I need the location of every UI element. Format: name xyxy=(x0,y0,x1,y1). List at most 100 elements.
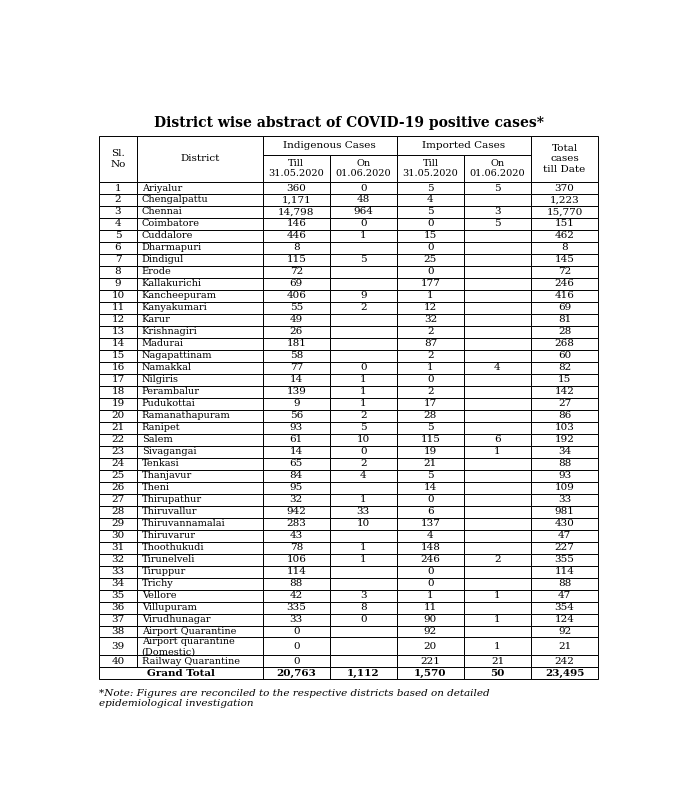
Bar xyxy=(397,218,464,230)
Bar xyxy=(330,655,397,667)
Text: 5: 5 xyxy=(494,183,500,192)
Text: 25: 25 xyxy=(112,471,124,480)
Text: 20: 20 xyxy=(424,642,437,651)
Bar xyxy=(464,155,531,182)
Text: Dindigul: Dindigul xyxy=(141,255,184,264)
Text: 81: 81 xyxy=(558,315,571,324)
Bar xyxy=(99,206,137,218)
Text: 32: 32 xyxy=(112,555,124,564)
Text: 49: 49 xyxy=(290,315,303,324)
Bar xyxy=(531,266,598,278)
Bar xyxy=(99,278,137,290)
Bar xyxy=(397,602,464,613)
Text: 33: 33 xyxy=(112,567,124,576)
Bar xyxy=(397,266,464,278)
Text: Nilgiris: Nilgiris xyxy=(141,375,179,384)
Bar xyxy=(397,338,464,350)
Text: 14: 14 xyxy=(424,483,437,492)
Text: 4: 4 xyxy=(427,195,434,204)
Bar xyxy=(262,590,330,602)
Bar xyxy=(262,422,330,434)
Bar xyxy=(137,655,262,667)
Bar xyxy=(397,494,464,505)
Bar xyxy=(262,470,330,482)
Text: 8: 8 xyxy=(293,243,300,252)
Bar xyxy=(99,290,137,302)
Bar xyxy=(330,362,397,374)
Text: 47: 47 xyxy=(558,591,571,600)
Text: 1: 1 xyxy=(427,591,434,600)
Text: 15: 15 xyxy=(558,375,571,384)
Text: 8: 8 xyxy=(115,268,121,277)
Text: Kanyakumari: Kanyakumari xyxy=(141,303,207,312)
Bar xyxy=(464,517,531,530)
Bar xyxy=(531,182,598,194)
Bar xyxy=(531,505,598,517)
Bar xyxy=(137,470,262,482)
Bar xyxy=(531,397,598,410)
Bar xyxy=(262,482,330,494)
Text: 0: 0 xyxy=(427,220,434,229)
Text: 242: 242 xyxy=(555,657,575,666)
Text: 151: 151 xyxy=(555,220,575,229)
Bar xyxy=(262,362,330,374)
Text: 34: 34 xyxy=(558,447,571,457)
Text: 406: 406 xyxy=(286,291,306,300)
Bar xyxy=(137,302,262,314)
Bar xyxy=(397,374,464,386)
Text: On
01.06.2020: On 01.06.2020 xyxy=(470,159,525,178)
Bar xyxy=(531,278,598,290)
Text: 5: 5 xyxy=(427,471,434,480)
Bar xyxy=(262,457,330,470)
Text: 12: 12 xyxy=(112,315,124,324)
Text: 21: 21 xyxy=(558,642,571,651)
Text: Ariyalur: Ariyalur xyxy=(141,183,182,192)
Bar xyxy=(397,590,464,602)
Text: 65: 65 xyxy=(290,459,303,468)
Bar xyxy=(262,350,330,362)
Text: 2: 2 xyxy=(360,303,367,312)
Bar xyxy=(330,155,397,182)
Bar xyxy=(262,625,330,637)
Text: 10: 10 xyxy=(357,436,370,444)
Text: 145: 145 xyxy=(555,255,575,264)
Bar xyxy=(137,422,262,434)
Text: 92: 92 xyxy=(558,627,571,636)
Text: 56: 56 xyxy=(290,411,303,420)
Bar xyxy=(330,637,397,655)
Bar xyxy=(464,266,531,278)
Text: 0: 0 xyxy=(427,496,434,504)
Text: 268: 268 xyxy=(555,339,575,349)
Text: Virudhunagar: Virudhunagar xyxy=(141,615,210,624)
Bar xyxy=(464,482,531,494)
Bar xyxy=(397,625,464,637)
Bar xyxy=(464,625,531,637)
Bar xyxy=(397,422,464,434)
Bar xyxy=(262,135,397,155)
Bar xyxy=(464,655,531,667)
Bar xyxy=(531,135,598,182)
Text: 33: 33 xyxy=(357,507,370,516)
Text: 43: 43 xyxy=(290,531,303,540)
Text: 1: 1 xyxy=(427,291,434,300)
Bar xyxy=(464,602,531,613)
Text: 462: 462 xyxy=(555,231,575,240)
Text: 2: 2 xyxy=(494,555,500,564)
Text: Indigenous Cases: Indigenous Cases xyxy=(284,141,376,150)
Text: Thirupathur: Thirupathur xyxy=(141,496,202,504)
Text: 370: 370 xyxy=(555,183,575,192)
Bar xyxy=(262,637,330,655)
Bar xyxy=(137,135,262,182)
Text: 30: 30 xyxy=(112,531,124,540)
Text: Tiruppur: Tiruppur xyxy=(141,567,186,576)
Text: 16: 16 xyxy=(112,363,124,372)
Text: 32: 32 xyxy=(290,496,303,504)
Text: 106: 106 xyxy=(286,555,306,564)
Bar xyxy=(262,374,330,386)
Bar xyxy=(330,326,397,338)
Bar xyxy=(330,410,397,422)
Bar xyxy=(137,326,262,338)
Bar xyxy=(262,655,330,667)
Bar xyxy=(531,206,598,218)
Bar xyxy=(531,230,598,242)
